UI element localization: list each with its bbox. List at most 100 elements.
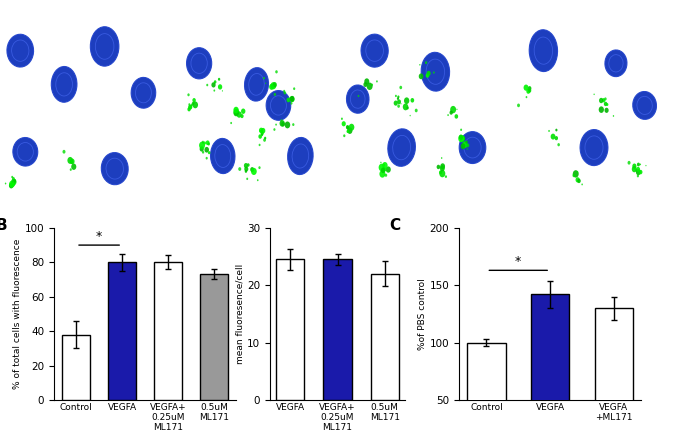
Circle shape (385, 174, 387, 177)
Circle shape (271, 82, 276, 89)
Ellipse shape (529, 30, 558, 71)
Ellipse shape (211, 138, 235, 174)
Circle shape (380, 162, 381, 163)
Bar (200, 274, 228, 400)
Y-axis label: % of total cells with fluorescence: % of total cells with fluorescence (13, 239, 22, 389)
Circle shape (203, 141, 206, 144)
Circle shape (640, 163, 641, 165)
Circle shape (281, 119, 282, 121)
Circle shape (593, 94, 595, 95)
Text: *: * (515, 255, 521, 268)
Circle shape (379, 164, 385, 171)
Circle shape (450, 111, 453, 115)
Ellipse shape (346, 85, 369, 113)
Text: *: * (96, 230, 102, 243)
Circle shape (448, 114, 449, 116)
Circle shape (11, 176, 14, 178)
Circle shape (222, 90, 223, 92)
Circle shape (285, 121, 290, 129)
Circle shape (240, 114, 244, 118)
Circle shape (238, 167, 241, 171)
Ellipse shape (90, 27, 119, 66)
Circle shape (9, 183, 14, 188)
Circle shape (202, 141, 204, 144)
Circle shape (9, 181, 15, 187)
Circle shape (637, 163, 640, 166)
Circle shape (581, 184, 583, 185)
Circle shape (284, 90, 285, 92)
Circle shape (13, 179, 16, 183)
Circle shape (606, 103, 608, 106)
Circle shape (251, 168, 256, 175)
Circle shape (290, 97, 294, 102)
Circle shape (383, 163, 385, 166)
Circle shape (517, 104, 520, 107)
Y-axis label: mean fluoresence/cell: mean fluoresence/cell (236, 264, 244, 364)
Circle shape (292, 123, 294, 126)
Circle shape (342, 121, 346, 126)
Circle shape (236, 111, 242, 118)
Circle shape (247, 163, 250, 167)
Circle shape (440, 163, 445, 169)
Ellipse shape (13, 138, 38, 166)
Circle shape (259, 166, 261, 169)
Circle shape (259, 144, 261, 146)
Circle shape (12, 181, 14, 183)
Circle shape (234, 107, 239, 114)
Circle shape (635, 169, 637, 172)
Circle shape (234, 110, 239, 117)
Ellipse shape (288, 138, 313, 175)
Circle shape (637, 167, 640, 172)
Circle shape (558, 143, 560, 146)
Circle shape (273, 128, 275, 131)
Circle shape (439, 170, 442, 174)
Circle shape (188, 103, 190, 106)
Circle shape (456, 109, 458, 110)
Circle shape (275, 123, 277, 126)
Circle shape (263, 77, 265, 80)
Circle shape (206, 157, 208, 160)
Circle shape (613, 115, 614, 117)
Circle shape (264, 137, 266, 139)
Circle shape (441, 157, 442, 159)
Circle shape (433, 71, 435, 74)
Circle shape (259, 134, 262, 139)
Circle shape (403, 104, 408, 111)
Circle shape (363, 82, 367, 87)
Circle shape (259, 130, 261, 132)
Circle shape (555, 136, 558, 140)
Circle shape (395, 95, 397, 97)
Circle shape (70, 159, 74, 164)
Circle shape (454, 114, 458, 119)
Circle shape (71, 163, 76, 170)
Circle shape (5, 183, 6, 184)
Circle shape (238, 111, 239, 113)
Bar (531, 295, 569, 430)
Circle shape (192, 98, 196, 102)
Circle shape (445, 175, 447, 178)
Circle shape (230, 122, 232, 124)
Circle shape (188, 107, 191, 111)
Circle shape (400, 86, 402, 89)
Circle shape (346, 126, 350, 129)
Bar (62, 335, 90, 400)
Circle shape (347, 127, 352, 134)
Circle shape (404, 97, 409, 104)
Circle shape (419, 64, 421, 66)
Ellipse shape (459, 132, 486, 163)
Ellipse shape (632, 92, 657, 120)
Circle shape (637, 175, 639, 178)
Circle shape (211, 82, 215, 88)
Circle shape (427, 71, 431, 76)
Circle shape (190, 105, 192, 109)
Circle shape (379, 170, 385, 178)
Circle shape (206, 140, 209, 145)
Bar (276, 259, 304, 400)
Circle shape (263, 138, 266, 142)
Circle shape (290, 96, 294, 101)
Bar (467, 343, 506, 430)
Ellipse shape (186, 48, 212, 79)
Circle shape (437, 165, 440, 169)
Circle shape (207, 84, 209, 86)
Circle shape (367, 83, 373, 90)
